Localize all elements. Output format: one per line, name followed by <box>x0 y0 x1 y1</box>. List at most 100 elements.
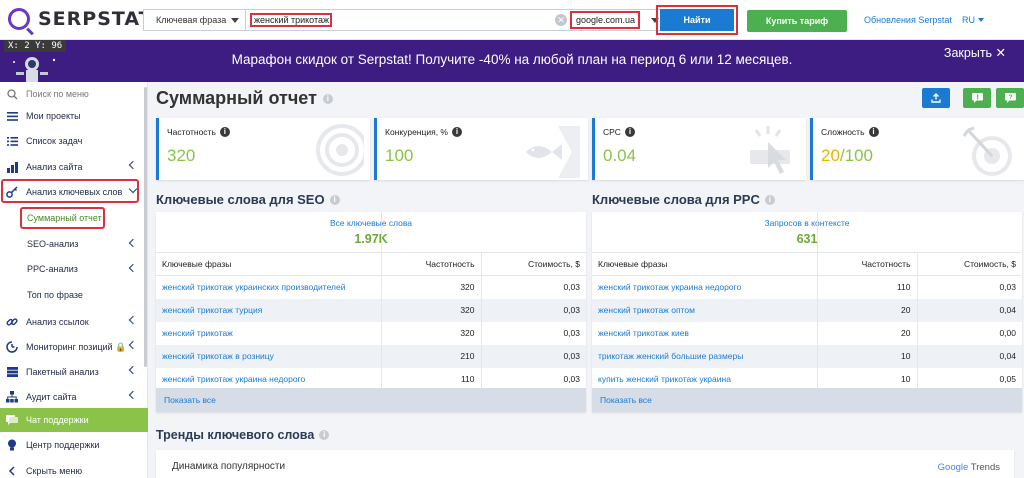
sidebar-item-summary-report[interactable]: Суммарный отчет <box>0 207 148 229</box>
summary-report-highlight <box>20 207 105 229</box>
arrow-target-illustration-icon <box>962 126 1012 176</box>
keyword-link[interactable]: трикотаж женский большие размеры <box>592 344 818 368</box>
help-button[interactable]: ? <box>996 88 1024 108</box>
chevron-down-icon[interactable] <box>651 18 659 23</box>
buy-plan-button[interactable]: Купить тариф <box>747 10 847 32</box>
info-icon[interactable]: i <box>319 430 330 440</box>
metric-label-text: CPC <box>603 127 621 137</box>
ppc-keywords-table: Ключевые фразы Частотность Стоимость, $ … <box>592 252 1022 391</box>
list-icon <box>6 135 18 147</box>
info-icon[interactable]: i <box>329 194 340 205</box>
search-input[interactable]: женский трикотаж <box>250 13 332 27</box>
sidebar-item-keyword-analysis[interactable]: Анализ ключевых слов <box>0 180 148 204</box>
sidebar-item-ppc-analysis[interactable]: PPC-анализ <box>0 258 148 280</box>
google-trends-google: Google <box>937 462 969 473</box>
sidebar-item-link-analysis[interactable]: Анализ ссылок <box>0 310 148 334</box>
table-row: женский трикотаж украина недорого 110 0,03 <box>156 367 586 391</box>
difficulty-current: 20 <box>821 146 840 165</box>
keyword-link[interactable]: женский трикотаж украина недорого <box>592 275 818 299</box>
keyword-link[interactable]: женский трикотаж оптом <box>592 298 818 322</box>
google-trends-logo: Google Trends <box>938 462 1000 473</box>
metric-label-text: Частотность <box>167 127 216 137</box>
column-header-phrase[interactable]: Ключевые фразы <box>156 252 382 276</box>
find-button[interactable]: Найти <box>660 9 734 31</box>
keyword-link[interactable]: женский трикотаж <box>156 321 382 345</box>
keyword-link[interactable]: женский трикотаж в розницу <box>156 344 382 368</box>
table-row: женский трикотаж киев 20 0,00 <box>592 321 1022 345</box>
section-title-text: Ключевые слова для SEO <box>156 192 325 207</box>
sidebar-item-label: Мониторинг позиций 🔒 <box>26 341 127 352</box>
frequency-cell: 20 <box>817 298 918 322</box>
metric-label-text: Конкуренция, % <box>385 127 448 137</box>
table-row: женский трикотаж оптом 20 0,04 <box>592 298 1022 322</box>
sidebar-item-seo-analysis[interactable]: SEO-анализ <box>0 233 148 255</box>
sidebar-item-rank-tracking[interactable]: Мониторинг позиций 🔒 <box>0 335 148 359</box>
search-mode-label: Ключевая фраза <box>156 15 227 25</box>
sidebar-item-tasks[interactable]: Список задач <box>0 129 148 153</box>
logo-text: SERPSTAT <box>38 8 153 30</box>
main-content: Суммарный отчет i ? Частотность i 320 Кон… <box>148 82 1024 478</box>
seo-stat-label[interactable]: Все ключевые слова <box>329 218 413 228</box>
info-icon[interactable]: i <box>219 127 230 137</box>
column-header-cost[interactable]: Стоимость, $ <box>917 252 1022 276</box>
ppc-show-all-link[interactable]: Показать все <box>592 388 1022 412</box>
cost-cell: 0,03 <box>563 328 580 338</box>
column-header-frequency[interactable]: Частотность <box>817 252 918 276</box>
language-select[interactable]: RU <box>962 15 984 25</box>
sidebar-item-site-audit[interactable]: Аудит сайта <box>0 385 148 409</box>
info-icon[interactable]: i <box>868 127 879 137</box>
sidebar-item-label: SEO-анализ <box>27 239 79 249</box>
logo-magnifier-icon <box>8 8 30 30</box>
search-engine-select[interactable]: google.com.ua <box>570 11 640 29</box>
sidebar-search[interactable]: Поиск по меню <box>0 82 148 106</box>
ppc-keywords-panel: Запросов в контексте 631 Ключевые фразы … <box>592 212 1022 412</box>
table-header-row: Ключевые фразы Частотность Стоимость, $ <box>592 252 1022 276</box>
sidebar-item-site-analysis[interactable]: Анализ сайта <box>0 155 148 179</box>
keyword-link[interactable]: купить женский трикотаж украина <box>592 367 818 391</box>
info-icon[interactable]: i <box>322 93 333 104</box>
info-icon[interactable]: i <box>624 127 635 137</box>
seo-show-all-link[interactable]: Показать все <box>156 388 586 412</box>
clear-icon[interactable]: ✕ <box>555 14 567 26</box>
export-button[interactable] <box>922 88 950 108</box>
metric-label-text: Сложность <box>821 127 865 137</box>
find-button-highlight: Найти <box>656 5 738 35</box>
trends-panel: Динамика популярности Google Trends <box>156 450 1014 478</box>
serpstat-logo[interactable]: SERPSTAT <box>8 8 153 30</box>
language-label: RU <box>962 15 975 25</box>
seo-stat-header: Все ключевые слова 1.97K <box>156 212 586 252</box>
updates-link[interactable]: Обновления Serpstat <box>864 15 952 25</box>
sidebar-item-projects[interactable]: Мои проекты <box>0 104 148 128</box>
search-mode-select[interactable]: Ключевая фраза <box>144 10 246 30</box>
sidebar-item-label: Суммарный отчет <box>27 213 102 223</box>
sidebar-item-hide-menu[interactable]: Скрыть меню <box>0 459 148 478</box>
feedback-icon <box>971 93 983 103</box>
site-analysis-icon <box>6 161 18 173</box>
table-row: трикотаж женский большие размеры 10 0,04 <box>592 344 1022 368</box>
sidebar-item-help-center[interactable]: Центр поддержки <box>0 433 148 457</box>
frequency-cell: 320 <box>381 298 482 322</box>
column-header-phrase[interactable]: Ключевые фразы <box>592 252 818 276</box>
report-issue-button[interactable] <box>963 88 991 108</box>
upload-icon <box>931 93 941 103</box>
difficulty-max: /100 <box>839 146 874 165</box>
column-header-frequency[interactable]: Частотность <box>381 252 482 276</box>
header-divider <box>381 212 586 252</box>
info-icon[interactable]: i <box>452 127 462 137</box>
keyword-link[interactable]: женский трикотаж киев <box>592 321 818 345</box>
svg-text:?: ? <box>1008 94 1012 101</box>
ppc-section-title: Ключевые слова для PPC i <box>592 192 775 207</box>
keyword-link[interactable]: женский трикотаж украинских производител… <box>156 275 382 299</box>
ppc-stat-label[interactable]: Запросов в контексте <box>764 218 850 228</box>
sidebar-item-top-phrase[interactable]: Топ по фразе <box>0 284 148 306</box>
sidebar-item-batch-analysis[interactable]: Пакетный анализ <box>0 360 148 384</box>
sidebar-scrollbar[interactable] <box>144 87 147 367</box>
cost-cell: 0,05 <box>999 374 1016 384</box>
keyword-link[interactable]: женский трикотаж турция <box>156 298 382 322</box>
table-row: женский трикотаж в розницу 210 0,03 <box>156 344 586 368</box>
keyword-link[interactable]: женский трикотаж украина недорого <box>156 367 382 391</box>
info-icon[interactable]: i <box>764 194 775 205</box>
banner-close-button[interactable]: Закрыть ✕ <box>943 46 1006 60</box>
sidebar-item-support-chat[interactable]: Чат поддержки <box>0 408 148 432</box>
column-header-cost[interactable]: Стоимость, $ <box>481 252 586 276</box>
